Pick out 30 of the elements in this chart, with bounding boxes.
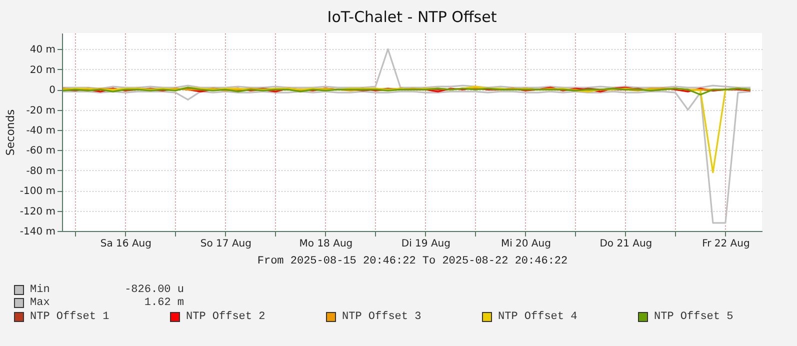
chart-title: IoT-Chalet - NTP Offset — [327, 8, 497, 26]
x-tick-label: Mo 18 Aug — [299, 238, 353, 250]
legend-label: NTP Offset 1 — [30, 310, 110, 323]
text: 1.62 m — [143, 297, 184, 310]
y-tick-label: 0 — [49, 85, 56, 96]
text: -826.00 u — [124, 284, 184, 296]
x-axis-title: From 2025-08-15 20:46:22 To 2025-08-22 20:46:22 — [257, 256, 568, 268]
x-tick-label: Sa 16 Aug — [100, 238, 152, 250]
x-tick-label: Fr 22 Aug — [702, 238, 750, 250]
y-tick-label: -80 m — [26, 166, 56, 177]
y-tick-label: -20 m — [26, 105, 56, 116]
x-tick-label: Mi 20 Aug — [500, 238, 551, 250]
legend-label: NTP Offset 2 — [186, 310, 266, 323]
y-tick-label: 20 m — [30, 64, 56, 76]
y-tick-label: 40 m — [30, 44, 56, 56]
y-axis-title: Seconds — [4, 109, 17, 156]
x-tick-label: So 17 Aug — [200, 238, 252, 250]
line-series — [62, 86, 752, 96]
y-tick-label: -100 m — [20, 186, 56, 198]
y-tick-label: -140 m — [20, 226, 56, 238]
y-tick-label: -40 m — [26, 125, 56, 136]
x-tick-label: Do 21 Aug — [600, 238, 652, 250]
y-tick-label: -120 m — [20, 206, 56, 218]
y-tick-label: -60 m — [26, 146, 56, 157]
legend-label: NTP Offset 5 — [654, 310, 734, 323]
x-tick-label: Di 19 Aug — [401, 238, 450, 250]
legend-label: NTP Offset 3 — [342, 310, 422, 323]
legend-label: Max — [30, 297, 51, 310]
legend-label: Min — [30, 284, 51, 296]
legend-label: NTP Offset 4 — [498, 310, 578, 323]
